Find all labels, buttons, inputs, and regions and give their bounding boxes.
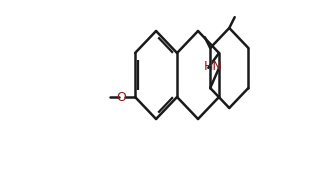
Text: O: O (117, 91, 127, 104)
Text: HN: HN (203, 60, 222, 73)
